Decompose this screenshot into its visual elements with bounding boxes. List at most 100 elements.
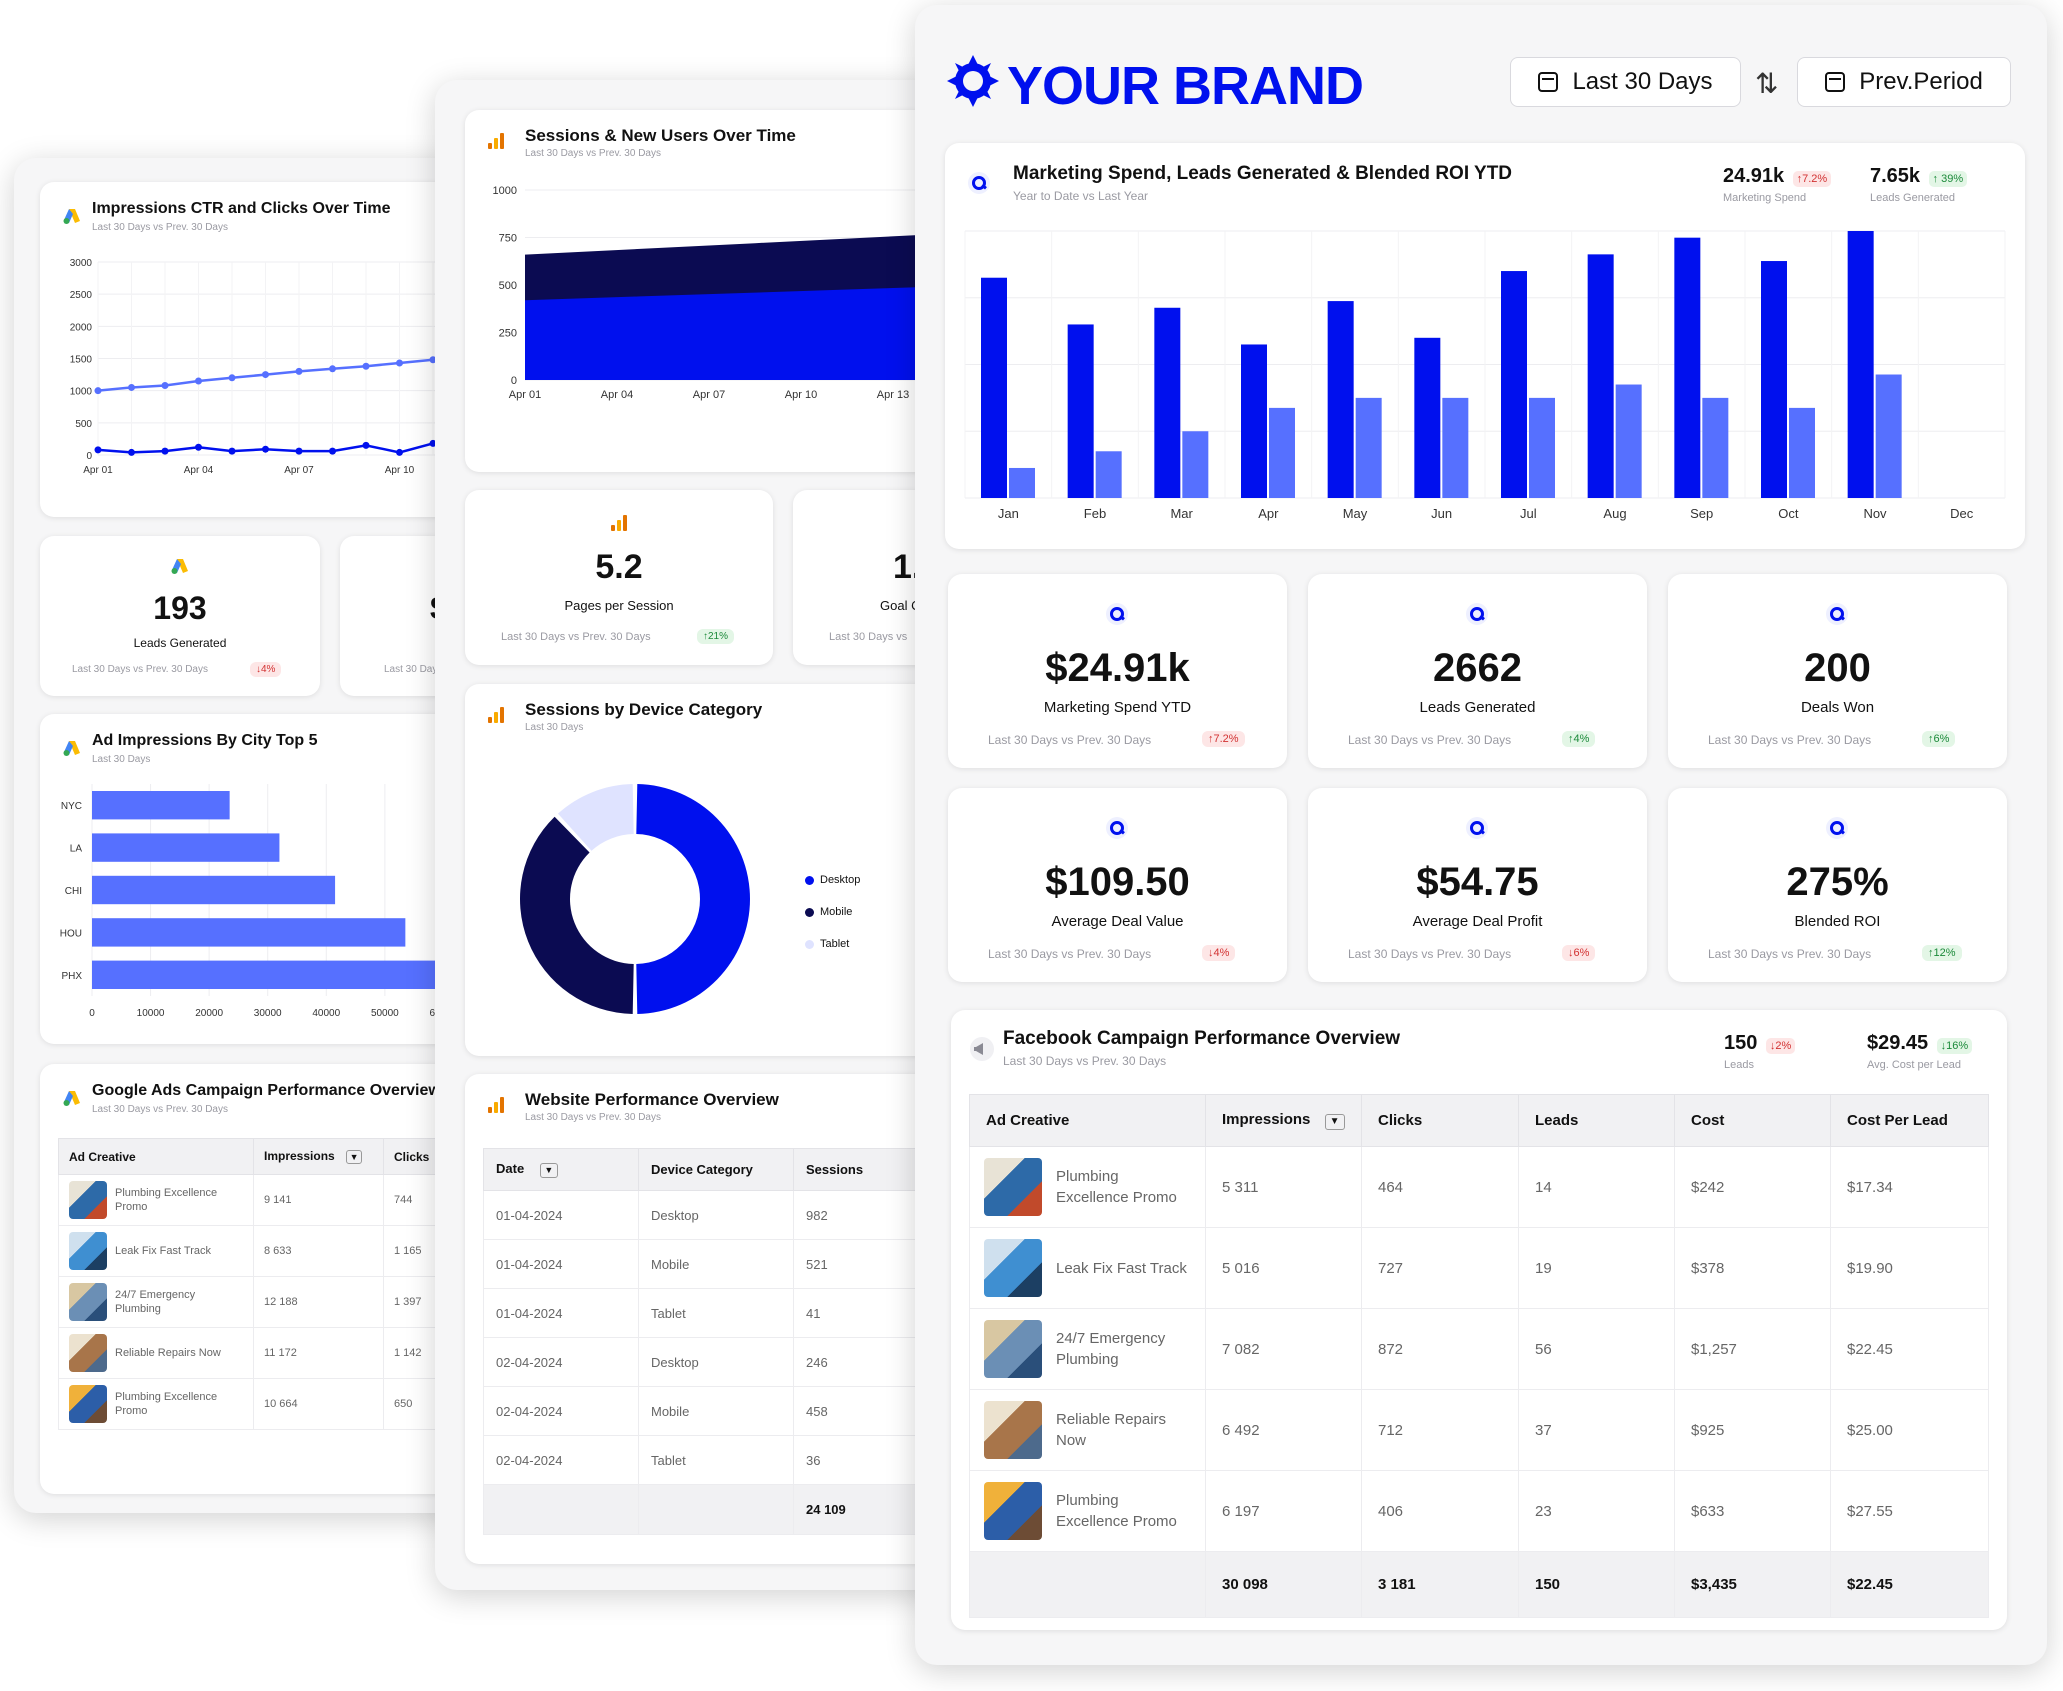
website-table-title: Website Performance Overview [525,1090,779,1109]
pages-per-session-card: 5.2 Pages per Session Last 30 Days vs Pr… [465,490,773,665]
cost-per-lead-cell: $22.45 [1830,1308,1989,1390]
x-tick-label: Apr [1258,506,1279,521]
pages-per-session-label: Pages per Session [564,598,674,613]
swap-arrows-icon[interactable]: ⇅ [1755,68,1779,99]
x-tick-label: Apr 10 [785,389,817,401]
col-ad-creative: Ad Creative [969,1094,1206,1147]
data-point [228,447,236,455]
col-impressions[interactable]: Impressions ▼ [1205,1094,1362,1147]
kpi-marketing-spend: 24.91k ↑7.2% Marketing Spend [1723,165,1843,204]
y-category-label: LA [70,844,83,855]
x-tick-label: Aug [1603,506,1626,521]
col-leads: Leads [1518,1094,1675,1147]
pages-per-session-value: 5.2 [595,548,643,586]
ad-creative-name: Plumbing Excellence Promo [1056,1168,1177,1206]
device-chart-card: Sessions by Device Category Last 30 Days… [465,684,975,1056]
spend-bar-chart: Jan Feb Mar Apr May Jun Jul Aug Sep Oct Nov Dec [964,230,2006,521]
month-bar [1529,397,1555,498]
city-bar [92,791,230,820]
x-tick-label: Jun [1431,506,1452,521]
ad-creative-name: Plumbing Excellence Promo [1056,1492,1177,1530]
hubspot-icon [967,171,991,195]
city-chart-title: Ad Impressions By City Top 5 [92,732,318,749]
data-point [161,382,169,390]
kpi-leads-value: 7.65k [1870,165,1921,187]
analytics-icon [485,704,507,726]
cost-cell: $1,257 [1674,1308,1831,1390]
website-table: Date ▼ Device Category Sessions 01-04-20… [483,1148,975,1535]
kpi-value: 2662 [1433,646,1522,690]
spend-chart-subtitle: Year to Date vs Last Year [1013,189,1148,203]
kpi-leads-generated: 7.65k ↑ 39% Leads Generated [1870,165,2010,204]
google-ads-icon [170,556,190,576]
impressions-chart-title: Impressions CTR and Clicks Over Time [92,200,391,217]
cost-per-lead-cell: $19.90 [1830,1227,1989,1309]
kpi-value: 200 [1804,646,1871,690]
kpi-change: ↑7.2% [1202,731,1245,747]
y-tick-label: 500 [499,280,517,292]
legend-desktop: Desktop [805,864,860,896]
city-bar [92,875,336,905]
leads-generated-value: 193 [153,590,207,626]
table-row[interactable]: Plumbing Excellence Promo 5 311 464 14 $242 $… [969,1146,1989,1228]
month-bar [1355,397,1382,498]
col-impressions[interactable]: Impressions ▼ [253,1138,384,1175]
date-range-button[interactable]: Last 30 Days [1510,57,1741,107]
donut-slice [520,816,634,1014]
hubspot-icon [1105,602,1129,626]
table-row[interactable]: Leak Fix Fast Track 5 016 727 19 $378 $19.90 [969,1227,1989,1309]
table-row[interactable]: 01-04-2024 Mobile 521 [483,1239,975,1289]
table-row[interactable]: Plumbing Excellence Promo 6 197 406 23 $633 $… [969,1470,1989,1552]
kpi-label: Deals Won [1800,699,1875,716]
impressions-chart-subtitle: Last 30 Days vs Prev. 30 Days [92,222,228,233]
cost-cell: $633 [1674,1470,1831,1552]
data-point [228,374,236,382]
y-category-label: HOU [60,928,82,939]
sort-icon[interactable]: ▼ [346,1150,363,1164]
compare-period-button[interactable]: Prev.Period [1797,57,2011,107]
x-tick-label: Feb [1084,506,1106,521]
kpi-card: 200 Deals Won Last 30 Days vs Prev. 30 Day… [1668,574,2007,768]
date-cell: 02-04-2024 [483,1386,639,1436]
data-point [295,367,303,375]
facebook-table-card: Facebook Campaign Performance Overview L… [951,1010,2007,1630]
month-bar [1269,407,1295,498]
table-row[interactable]: 01-04-2024 Tablet 41 [483,1288,975,1338]
megaphone-icon [969,1036,995,1062]
table-row[interactable]: Reliable Repairs Now 6 492 712 37 $925 $25.00 [969,1389,1989,1471]
ad-creative-thumbnail [69,1232,107,1270]
impressions-cell: 9 141 [253,1174,384,1226]
kpi-card: 2662 Leads Generated Last 30 Days vs Prev.… [1308,574,1647,768]
sort-icon[interactable]: ▼ [539,1163,558,1178]
middle-panel: Sessions & New Users Over Time Last 30 D… [435,80,975,1590]
col-clicks: Clicks [1361,1094,1519,1147]
table-row[interactable]: 02-04-2024 Desktop 246 [483,1337,975,1387]
goal-label: Goal C [880,598,921,613]
data-point [262,371,269,379]
hubspot-icon [1105,816,1129,840]
month-bar [1154,307,1181,498]
y-tick-label: 500 [75,419,92,430]
month-bar [1789,407,1815,498]
data-point [128,448,135,456]
ad-creative-name: Leak Fix Fast Track [1056,1259,1187,1277]
x-tick-label: Nov [1863,506,1887,521]
kpi-period: Last 30 Days vs Prev. 30 Days [988,947,1152,961]
ad-creative-thumbnail [69,1385,107,1423]
leads-generated-label: Leads Generated [133,636,227,650]
col-date[interactable]: Date ▼ [483,1148,639,1191]
table-row[interactable]: 02-04-2024 Tablet 36 [483,1435,975,1485]
ad-creative-thumbnail [69,1334,107,1372]
cost-total: $3,435 [1674,1551,1831,1618]
kpi-marketing-spend-label: Marketing Spend [1723,192,1807,204]
google-ads-table-title: Google Ads Campaign Performance Overview [92,1082,441,1099]
x-tick-label: Apr 01 [83,465,113,476]
facebook-table-subtitle: Last 30 Days vs Prev. 30 Days [1003,1054,1167,1068]
table-row[interactable]: 02-04-2024 Mobile 458 [483,1386,975,1436]
table-row[interactable]: 01-04-2024 Desktop 982 [483,1190,975,1240]
table-row[interactable]: 24/7 Emergency Plumbing 7 082 872 56 $1,257 $… [969,1308,1989,1390]
device-cell: Tablet [638,1288,794,1338]
cost-per-lead-cell: $17.34 [1830,1146,1989,1228]
analytics-icon [485,130,507,152]
sort-icon[interactable]: ▼ [1324,1114,1345,1130]
